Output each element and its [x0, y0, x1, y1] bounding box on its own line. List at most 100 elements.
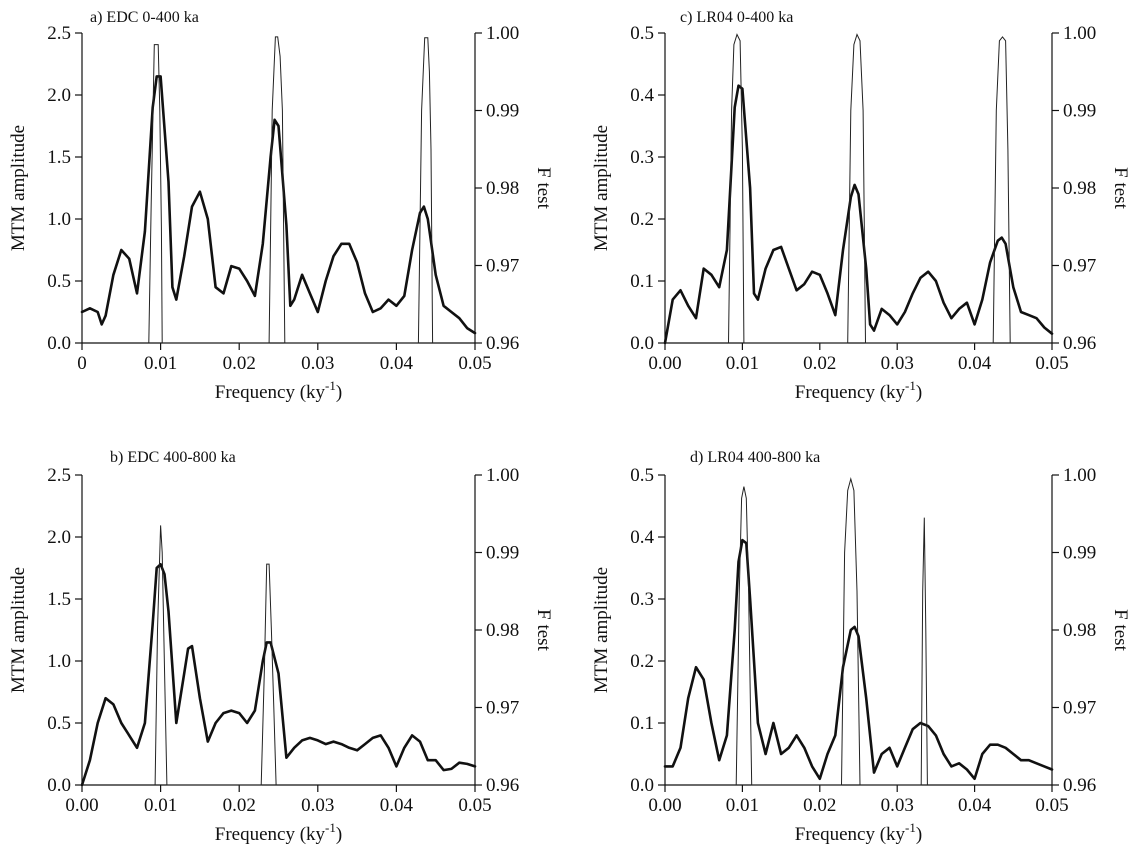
x-tick-label: 0.04	[958, 353, 992, 374]
x-tick-label: 0	[77, 353, 87, 374]
y-tick-label: 2.0	[47, 527, 71, 548]
y-axis-title: MTM amplitude	[8, 125, 29, 251]
y-tick-label: 0.2	[630, 209, 654, 230]
y2-tick-label: 0.97	[1063, 698, 1096, 719]
x-tick-label: 0.01	[726, 353, 759, 374]
x-tick-label: 0.03	[301, 353, 334, 374]
x-tick-label: 0.01	[144, 795, 177, 816]
ftest-series-line	[728, 33, 1011, 344]
y2-tick-label: 0.96	[486, 775, 519, 796]
y-tick-label: 0.5	[47, 713, 71, 734]
y-tick-label: 0.5	[630, 465, 654, 486]
ftest-series-line	[735, 476, 928, 786]
y2-tick-label: 0.98	[1063, 178, 1096, 199]
x-tick-label: 0.05	[1035, 353, 1068, 374]
y-tick-label: 0.3	[630, 589, 654, 610]
x-tick-label: 0.03	[881, 795, 914, 816]
y-axis-title: MTM amplitude	[591, 125, 612, 251]
chart-panel-1: c) LR04 0-400 ka 0.00 0.01 0.02 0.03 0.04 0.05…	[591, 9, 1131, 403]
x-axis-title: Frequency (ky-1)	[215, 378, 342, 403]
x-tick-label: 0.02	[803, 795, 836, 816]
y-axis-title: MTM amplitude	[591, 567, 612, 693]
panel-title: d) LR04 400-800 ka	[690, 449, 820, 466]
y-tick-label: 1.5	[47, 147, 71, 168]
x-tick-label: 0.00	[648, 353, 681, 374]
ftest-series-line	[148, 36, 434, 344]
x-tick-label: 0.01	[144, 353, 177, 374]
y2-tick-label: 0.96	[1063, 775, 1096, 796]
y-tick-label: 0.3	[630, 147, 654, 168]
y2-tick-label: 1.00	[486, 465, 519, 486]
y2-tick-label: 0.99	[486, 101, 519, 122]
y-tick-label: 0.0	[630, 775, 654, 796]
x-tick-label: 0.01	[726, 795, 759, 816]
y2-tick-label: 0.99	[486, 543, 519, 564]
x-tick-label: 0.03	[301, 795, 334, 816]
x-tick-label: 0.02	[223, 795, 256, 816]
y2-axis-title: F test	[1110, 609, 1131, 651]
y2-tick-label: 0.96	[486, 333, 519, 354]
x-axis-title: Frequency (ky-1)	[795, 378, 922, 403]
y2-tick-label: 0.99	[1063, 543, 1096, 564]
x-tick-label: 0.05	[458, 795, 491, 816]
y-tick-label: 0.1	[630, 271, 654, 292]
x-tick-label: 0.02	[223, 353, 256, 374]
y2-tick-label: 0.99	[1063, 101, 1096, 122]
x-axis-title-sup: -1	[325, 820, 336, 835]
x-tick-label: 0.05	[1035, 795, 1068, 816]
panel-title: b) EDC 400-800 ka	[110, 449, 236, 466]
y-tick-label: 0.0	[630, 333, 654, 354]
y-tick-label: 0.5	[630, 23, 654, 44]
y-tick-label: 1.5	[47, 589, 71, 610]
x-tick-label: 0.04	[380, 795, 414, 816]
y2-tick-label: 0.96	[1063, 333, 1096, 354]
panel-title: a) EDC 0-400 ka	[90, 9, 199, 26]
y2-tick-label: 0.98	[486, 620, 519, 641]
amplitude-series-line	[663, 538, 1054, 781]
y-tick-label: 1.0	[47, 651, 71, 672]
x-axis-title-close: )	[916, 382, 922, 403]
x-axis-title: Frequency (ky-1)	[795, 820, 922, 845]
x-axis-title-close: )	[336, 382, 342, 403]
ftest-series-line	[154, 525, 277, 786]
x-axis-title-main: Frequency (ky	[795, 382, 906, 403]
amplitude-series-line	[80, 562, 477, 787]
x-tick-label: 0.04	[380, 353, 414, 374]
y-tick-label: 2.5	[47, 465, 71, 486]
y2-tick-label: 0.97	[1063, 256, 1096, 277]
x-axis-title-close: )	[336, 824, 342, 845]
y2-tick-label: 0.97	[486, 256, 519, 277]
y2-axis-title: F test	[533, 609, 554, 651]
x-axis-title: Frequency (ky-1)	[215, 820, 342, 845]
y-tick-label: 0.2	[630, 651, 654, 672]
y-tick-label: 0.1	[630, 713, 654, 734]
x-axis-title-main: Frequency (ky	[795, 824, 906, 845]
chart-panel-0: a) EDC 0-400 ka 0 0.01 0.02 0.03 0.04 0.05 0.0 0…	[8, 9, 554, 403]
y2-tick-label: 1.00	[1063, 23, 1096, 44]
y2-axis-title: F test	[533, 167, 554, 209]
x-tick-label: 0.03	[881, 353, 914, 374]
y2-tick-label: 0.98	[486, 178, 519, 199]
amplitude-series-line	[663, 84, 1054, 345]
y2-tick-label: 0.98	[1063, 620, 1096, 641]
x-axis-title-sup: -1	[905, 378, 916, 393]
y-axis-title: MTM amplitude	[8, 567, 29, 693]
x-tick-label: 0.00	[648, 795, 681, 816]
y-tick-label: 1.0	[47, 209, 71, 230]
x-axis-title-sup: -1	[325, 378, 336, 393]
x-axis-title-close: )	[916, 824, 922, 845]
panel-title: c) LR04 0-400 ka	[680, 9, 793, 26]
y-tick-label: 0.5	[47, 271, 71, 292]
chart-panel-3: d) LR04 400-800 ka 0.00 0.01 0.02 0.03 0.04 0.…	[591, 449, 1131, 845]
x-axis-title-main: Frequency (ky	[215, 382, 326, 403]
y2-tick-label: 0.97	[486, 698, 519, 719]
x-axis-title-main: Frequency (ky	[215, 824, 326, 845]
y-tick-label: 2.0	[47, 85, 71, 106]
amplitude-series-line	[80, 75, 477, 335]
x-tick-label: 0.00	[65, 795, 98, 816]
y-tick-label: 2.5	[47, 23, 71, 44]
y-tick-label: 0.4	[630, 85, 654, 106]
x-tick-label: 0.05	[458, 353, 491, 374]
y-tick-label: 0.0	[47, 333, 71, 354]
